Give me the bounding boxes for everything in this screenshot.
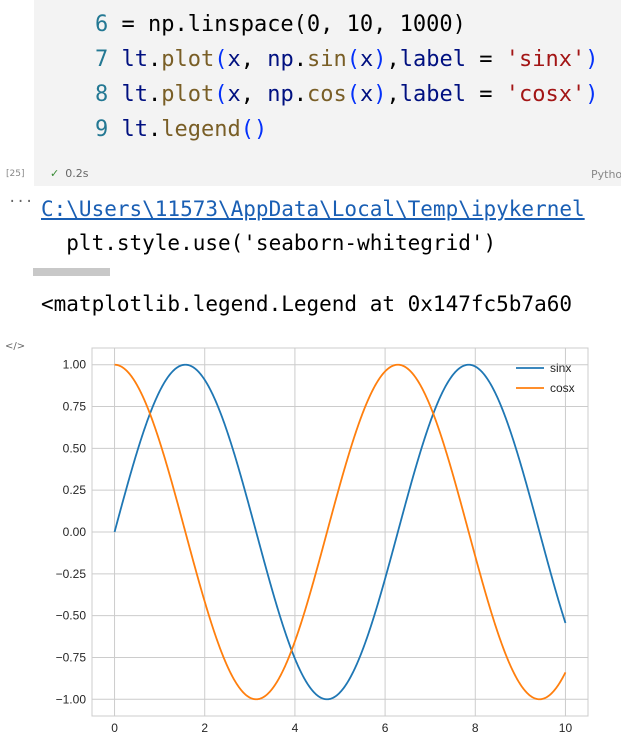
code-line-8[interactable]: 8 lt.plot(x, np.cos(x),label = 'cosx') [95,80,598,110]
code-line-9[interactable]: 9 lt.legend() [95,115,267,145]
y-tick-label: 0.75 [63,400,87,414]
code-text: lt.plot(x, np.cos(x),label = 'cosx') [121,82,599,107]
series-line-sinx [113,363,567,701]
code-text: = np.linspace(0, 10, 1000) [108,12,466,37]
execution-time: 0.2s [65,167,89,180]
line-chart: 0 2 4 6 8 10 1.00 0.75 0.50 0.25 0.00 −0.25 −0.50 −0.… [56,347,589,735]
code-line-6[interactable]: 6 = np.linspace(0, 10, 1000) [95,10,466,40]
code-icon[interactable]: </> [5,341,26,352]
warning-line: plt.style.use('seaborn-whitegrid') [41,231,497,255]
y-tick-label: −0.50 [56,609,87,623]
code-cell-editor[interactable]: 6 = np.linspace(0, 10, 1000) 7 lt.plot(x… [34,0,621,186]
series-line-cosx [114,363,567,701]
language-label[interactable]: Python [591,168,621,181]
x-tick-label: 2 [201,721,208,735]
horizontal-scrollbar[interactable] [33,268,110,276]
cell-status: ✓ 0.2s [50,167,88,180]
output-menu-icon[interactable]: ... [8,190,34,206]
code-text: lt.plot(x, np.sin(x),label = 'sinx') [121,47,599,72]
x-tick-label: 8 [472,721,479,735]
y-tick-label: 0.50 [63,441,87,455]
line-number: 6 [95,12,109,37]
y-tick-label: 0.25 [63,483,87,497]
x-tick-label: 10 [559,721,573,735]
line-number: 7 [95,47,109,72]
line-number: 9 [95,117,109,142]
x-tick-label: 6 [382,721,389,735]
y-tick-label: −1.00 [56,692,87,706]
x-tick-label: 4 [292,721,299,735]
y-tick-label: −0.25 [56,567,87,581]
legend-label-cosx: cosx [550,381,575,395]
code-text: lt.legend() [121,117,268,142]
code-line-7[interactable]: 7 lt.plot(x, np.sin(x),label = 'sinx') [95,45,598,75]
y-tick-label: −0.75 [56,650,87,664]
x-tick-label: 0 [111,721,118,735]
y-tick-label: 1.00 [63,358,87,372]
traceback-path-link[interactable]: C:\Users\11573\AppData\Local\Temp\ipyker… [41,197,585,221]
execution-count: [25] [6,169,25,179]
check-icon: ✓ [50,167,60,180]
line-number: 8 [95,82,109,107]
legend-label-sinx: sinx [550,361,571,375]
result-repr: <matplotlib.legend.Legend at 0x147fc5b7a… [41,292,573,316]
y-tick-label: 0.00 [63,525,87,539]
